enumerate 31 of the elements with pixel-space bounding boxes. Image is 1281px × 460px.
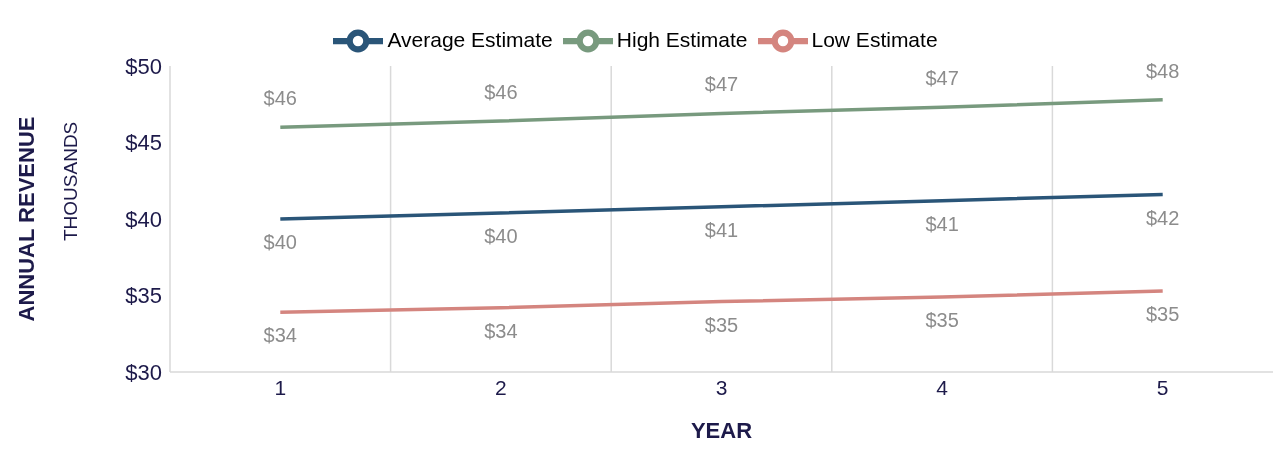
y-tick-label: $30 — [125, 359, 162, 385]
data-label: $47 — [704, 73, 739, 96]
x-tick-label: 5 — [1156, 375, 1169, 399]
data-label: $46 — [484, 81, 518, 104]
y-tick-label: $45 — [125, 130, 162, 156]
data-label: $42 — [1146, 206, 1180, 229]
data-label: $35 — [1146, 302, 1180, 325]
y-tick-label: $40 — [125, 206, 162, 232]
data-label: $41 — [704, 218, 739, 241]
y-axis-title: ANNUAL REVENUE — [13, 116, 39, 322]
legend-label: Low Estimate — [811, 27, 938, 51]
data-label: $35 — [925, 309, 959, 332]
y-tick-label: $50 — [125, 53, 162, 79]
text: THOUSANDS — [60, 120, 82, 241]
data-label: $46 — [263, 87, 297, 110]
data-label: $34 — [263, 324, 297, 347]
x-tick-label: 3 — [715, 375, 728, 399]
data-label: $35 — [704, 313, 739, 336]
data-label: $40 — [263, 231, 297, 253]
x-axis-title: YEAR — [690, 418, 753, 443]
x-tick-label: 2 — [495, 375, 507, 399]
legend-label: High Estimate — [616, 27, 748, 51]
x-tick-label: 4 — [936, 375, 949, 399]
data-label: $41 — [925, 212, 959, 235]
x-tick-label: 1 — [274, 375, 287, 399]
data-label: $47 — [925, 67, 959, 90]
data-label: $40 — [484, 224, 518, 247]
legend-label: Average Estimate — [387, 27, 553, 51]
data-label: $34 — [484, 319, 518, 342]
data-label: $48 — [1146, 59, 1180, 82]
y-tick-label: $35 — [125, 283, 162, 309]
